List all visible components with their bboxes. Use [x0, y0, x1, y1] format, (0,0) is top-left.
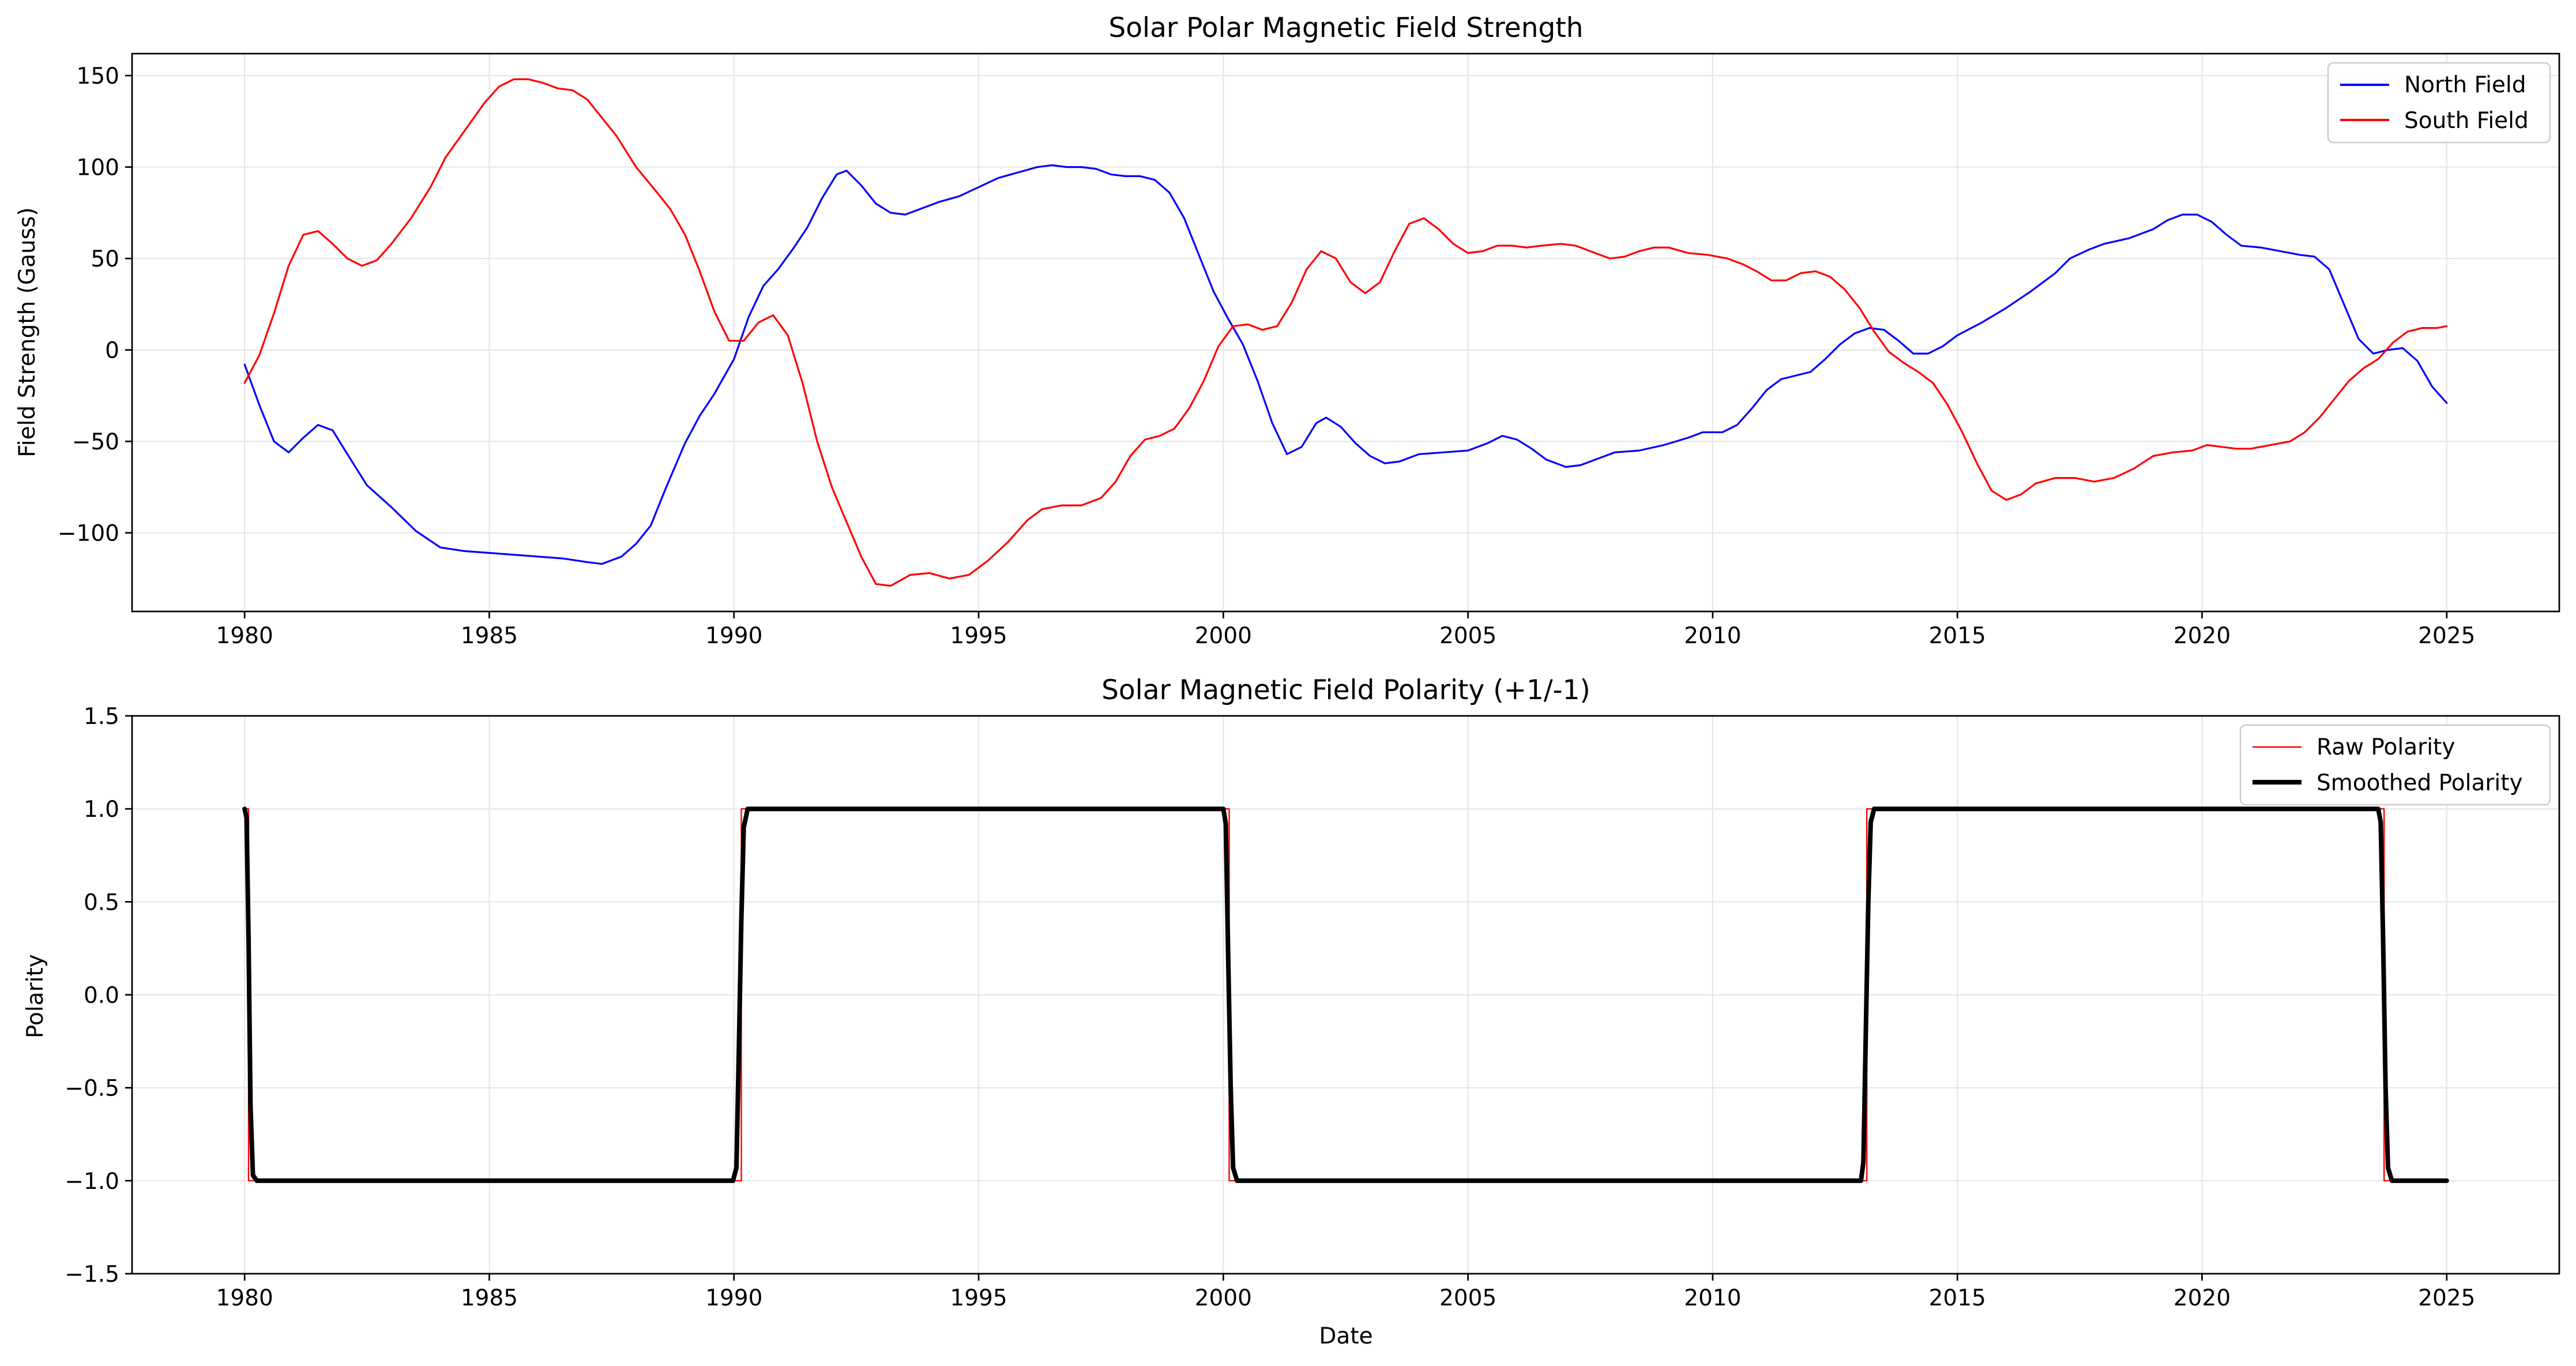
polarity-grid [132, 715, 2559, 1275]
field-strength-x-tick-label: 2025 [2418, 623, 2475, 649]
polarity-y-tick-label: 0.0 [84, 983, 119, 1009]
polarity-panel: Solar Magnetic Field Polarity (+1/-1) 19… [22, 674, 2560, 1349]
polarity-y-tick-label: 0.5 [84, 890, 119, 915]
polarity-y-ticks: −1.5 −1.0 −0.5 0.0 0.5 1.0 1.5 [65, 704, 132, 1288]
polarity-y-tick-label: 1.5 [84, 704, 119, 730]
polarity-y-tick-label: −1.0 [65, 1169, 119, 1195]
field-strength-x-tick-label: 2020 [2173, 623, 2231, 649]
north-field-legend-label: North Field [2404, 72, 2526, 98]
field-strength-x-tick-label: 2010 [1684, 623, 1741, 649]
field-strength-y-tick-label: −50 [72, 429, 119, 455]
south-field-line [243, 78, 2448, 587]
field-strength-series [243, 78, 2448, 587]
polarity-x-ticks: 1980 1985 1990 1995 2000 2005 2010 2015 2020 2025 [216, 1274, 2475, 1311]
smoothed-polarity-line [242, 806, 2449, 1183]
field-strength-legend: North Field South Field [2327, 62, 2551, 144]
polarity-x-tick-label: 1990 [705, 1285, 762, 1311]
field-strength-y-tick-label: 150 [77, 63, 119, 89]
field-strength-x-tick-label: 1990 [705, 623, 762, 649]
polarity-x-tick-label: 1980 [216, 1285, 273, 1311]
polarity-x-tick-label: 2020 [2173, 1285, 2231, 1311]
polarity-x-axis-label: Date [1319, 1323, 1372, 1349]
polarity-x-tick-label: 2010 [1684, 1285, 1741, 1311]
field-strength-grid [132, 54, 2559, 611]
field-strength-x-tick-label: 1985 [461, 623, 518, 649]
polarity-x-tick-label: 1985 [461, 1285, 518, 1311]
raw-polarity-legend-label: Raw Polarity [2316, 734, 2455, 760]
polarity-x-tick-label: 1995 [950, 1285, 1007, 1311]
polarity-y-tick-label: −1.5 [65, 1262, 119, 1288]
field-strength-x-tick-label: 2005 [1439, 623, 1496, 649]
field-strength-x-tick-label: 1980 [216, 623, 273, 649]
polarity-y-tick-label: −0.5 [65, 1076, 119, 1102]
polarity-x-tick-label: 2015 [1929, 1285, 1986, 1311]
field-strength-x-tick-label: 1995 [950, 623, 1007, 649]
field-strength-panel: Solar Polar Magnetic Field Strength 1980… [14, 12, 2560, 649]
polarity-x-tick-label: 2025 [2418, 1285, 2475, 1311]
north-field-line [243, 164, 2448, 565]
polarity-legend: Raw Polarity Smoothed Polarity [2239, 724, 2551, 806]
polarity-series [242, 806, 2449, 1183]
field-strength-y-axis-label: Field Strength (Gauss) [14, 207, 40, 457]
field-strength-axes-frame [131, 52, 2560, 613]
south-field-legend-label: South Field [2404, 108, 2529, 134]
field-strength-legend-box [2327, 62, 2551, 144]
field-strength-y-tick-label: 50 [91, 246, 119, 272]
field-strength-y-tick-label: −100 [58, 521, 119, 547]
field-strength-y-tick-label: 0 [105, 338, 119, 364]
polarity-x-tick-label: 2000 [1195, 1285, 1252, 1311]
polarity-legend-box [2239, 724, 2551, 806]
polarity-x-tick-label: 2005 [1439, 1285, 1496, 1311]
field-strength-y-ticks: −100 −50 0 50 100 150 [58, 63, 132, 547]
field-strength-x-ticks: 1980 1985 1990 1995 2000 2005 2010 2015 2020 2025 [216, 611, 2475, 649]
smoothed-polarity-legend-label: Smoothed Polarity [2316, 770, 2523, 796]
field-strength-x-tick-label: 2000 [1195, 623, 1252, 649]
polarity-y-axis-label: Polarity [22, 954, 48, 1038]
field-strength-x-tick-label: 2015 [1929, 623, 1986, 649]
field-strength-y-tick-label: 100 [77, 155, 119, 181]
polarity-title: Solar Magnetic Field Polarity (+1/-1) [1101, 674, 1590, 706]
polarity-y-tick-label: 1.0 [84, 797, 119, 823]
field-strength-title: Solar Polar Magnetic Field Strength [1108, 12, 1583, 44]
